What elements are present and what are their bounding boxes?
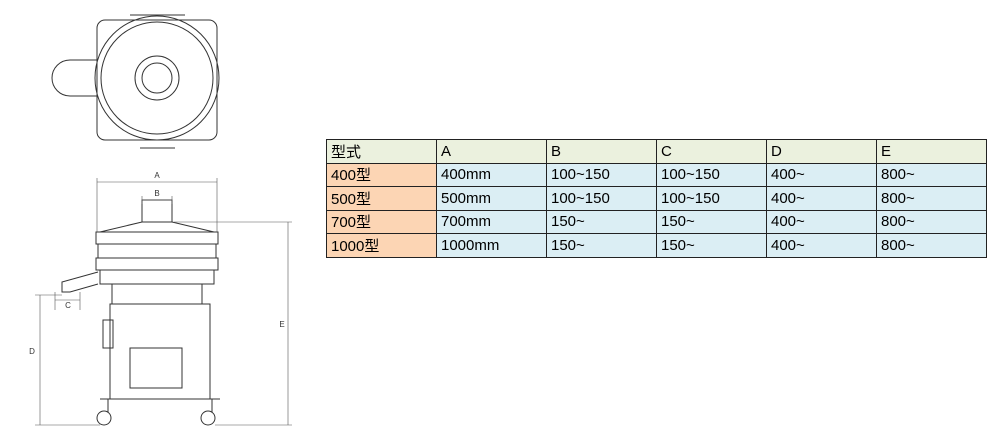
dim-a — [96, 178, 218, 232]
table-row: 400型 400mm 100~150 100~150 400~ 800~ — [326, 162, 987, 187]
dim-label: B — [154, 189, 159, 198]
value-cell: 700mm — [436, 209, 547, 234]
spec-table: 型式 A B C D E 400型 400mm 100~150 100~150 400~ 800~ 50… — [326, 139, 987, 258]
value-cell: 500mm — [436, 186, 547, 211]
value-cell: 100~150 — [546, 186, 657, 211]
value-cell: 100~150 — [656, 162, 767, 187]
lid — [99, 221, 215, 233]
model-cell: 700型 — [326, 209, 437, 234]
value-cell: 150~ — [656, 233, 767, 258]
header-row: 型式 A B C D E — [326, 139, 987, 164]
top-port — [134, 55, 180, 101]
value-cell: 800~ — [876, 209, 987, 234]
value-cell: 150~ — [546, 209, 657, 234]
value-cell: 400mm — [436, 162, 547, 187]
wheel-left — [96, 410, 112, 426]
top-outlet — [51, 59, 97, 97]
clamps — [130, 14, 185, 149]
header-cell: D — [766, 139, 877, 164]
table-row: 1000型 1000mm 150~ 150~ 400~ 800~ — [326, 233, 987, 258]
model-cell: 400型 — [326, 162, 437, 187]
dim-label: E — [279, 320, 284, 329]
wheel-right — [200, 410, 216, 426]
rim-4 — [99, 269, 215, 285]
table-row: 500型 500mm 100~150 100~150 400~ 800~ — [326, 186, 987, 211]
switch-box — [102, 319, 114, 349]
value-cell: 150~ — [546, 233, 657, 258]
rim-1 — [95, 231, 219, 245]
dim-b — [141, 196, 173, 204]
value-cell: 400~ — [766, 209, 877, 234]
top-port-inner — [141, 62, 173, 94]
value-cell: 800~ — [876, 186, 987, 211]
motor-door — [129, 347, 183, 389]
body — [109, 303, 211, 400]
table-row: 700型 700mm 150~ 150~ 400~ 800~ — [326, 209, 987, 234]
rim-3 — [95, 257, 219, 271]
dim-e — [174, 221, 292, 426]
value-cell: 800~ — [876, 162, 987, 187]
dim-label: C — [65, 301, 71, 310]
dim-label: D — [29, 347, 35, 356]
machine-drawing: A B C D E — [29, 14, 292, 426]
header-cell: B — [546, 139, 657, 164]
value-cell: 100~150 — [656, 186, 767, 211]
top-rim-inner — [100, 21, 214, 135]
header-cell: A — [436, 139, 547, 164]
value-cell: 800~ — [876, 233, 987, 258]
dim-label: A — [154, 171, 160, 180]
rim-2 — [97, 243, 217, 259]
header-cell: 型式 — [326, 139, 437, 164]
value-cell: 400~ — [766, 162, 877, 187]
legs — [100, 398, 220, 412]
value-cell: 400~ — [766, 186, 877, 211]
header-cell: E — [876, 139, 987, 164]
dim-d — [35, 294, 100, 426]
model-cell: 500型 — [326, 186, 437, 211]
model-cell: 1000型 — [326, 233, 437, 258]
value-cell: 400~ — [766, 233, 877, 258]
side-outlet — [61, 271, 99, 293]
spring-base — [111, 283, 203, 305]
value-cell: 1000mm — [436, 233, 547, 258]
value-cell: 150~ — [656, 209, 767, 234]
header-cell: C — [656, 139, 767, 164]
inlet — [141, 199, 173, 223]
value-cell: 100~150 — [546, 162, 657, 187]
top-rim — [94, 15, 220, 141]
top-frame — [96, 19, 218, 141]
